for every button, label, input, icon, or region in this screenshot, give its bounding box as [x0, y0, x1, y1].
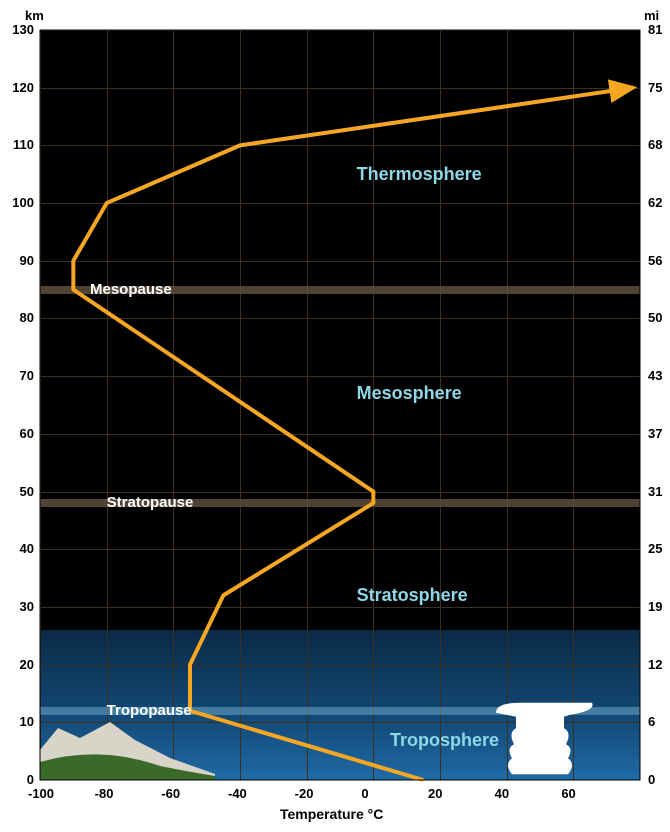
atmosphere-chart: km mi Temperature °C 0102030405060708090… [0, 0, 670, 832]
grid-h [40, 145, 640, 146]
y-right-tick: 0 [648, 772, 655, 787]
y-left-tick: 0 [27, 772, 34, 787]
grid-v [373, 30, 374, 780]
x-tick: 20 [428, 786, 442, 801]
y-right-tick: 81 [648, 22, 662, 37]
y-right-unit: mi [644, 8, 659, 23]
grid-v [573, 30, 574, 780]
y-left-tick: 60 [20, 426, 34, 441]
layer-label: Stratosphere [357, 585, 468, 606]
grid-h [40, 318, 640, 319]
x-tick: -40 [228, 786, 247, 801]
grid-h [40, 203, 640, 204]
grid-v [307, 30, 308, 780]
layer-label: Troposphere [390, 730, 499, 751]
x-tick: 0 [361, 786, 368, 801]
y-left-tick: 130 [12, 22, 34, 37]
y-left-tick: 100 [12, 195, 34, 210]
grid-h [40, 492, 640, 493]
grid-v [240, 30, 241, 780]
grid-h [40, 722, 640, 723]
grid-h [40, 30, 640, 31]
grid-h [40, 376, 640, 377]
grid-h [40, 607, 640, 608]
x-tick: -60 [161, 786, 180, 801]
grid-h [40, 88, 640, 89]
grid-h [40, 434, 640, 435]
grid-v [107, 30, 108, 780]
y-left-tick: 120 [12, 80, 34, 95]
y-left-tick: 10 [20, 714, 34, 729]
x-axis-title: Temperature °C [280, 806, 383, 822]
grid-v [507, 30, 508, 780]
pause-label: Tropopause [107, 702, 192, 719]
y-right-tick: 19 [648, 599, 662, 614]
y-right-tick: 25 [648, 541, 662, 556]
y-right-tick: 6 [648, 714, 655, 729]
y-left-tick: 30 [20, 599, 34, 614]
y-right-tick: 75 [648, 80, 662, 95]
y-right-tick: 12 [648, 657, 662, 672]
y-left-tick: 70 [20, 368, 34, 383]
x-tick: 60 [561, 786, 575, 801]
y-right-tick: 62 [648, 195, 662, 210]
y-left-tick: 80 [20, 310, 34, 325]
x-tick: -80 [95, 786, 114, 801]
grid-h [40, 549, 640, 550]
x-tick: -100 [28, 786, 54, 801]
layer-label: Thermosphere [357, 164, 482, 185]
y-left-tick: 40 [20, 541, 34, 556]
pause-label: Mesopause [90, 281, 172, 298]
grid-h [40, 665, 640, 666]
grid-h [40, 261, 640, 262]
y-left-tick: 90 [20, 253, 34, 268]
y-right-tick: 37 [648, 426, 662, 441]
x-tick: -20 [295, 786, 314, 801]
y-left-tick: 110 [13, 137, 34, 152]
y-left-tick: 20 [20, 657, 34, 672]
y-right-tick: 31 [648, 484, 662, 499]
pause-label: Stratopause [107, 494, 194, 511]
y-left-tick: 50 [20, 484, 34, 499]
y-right-tick: 50 [648, 310, 662, 325]
y-right-tick: 43 [648, 368, 662, 383]
x-tick: 40 [495, 786, 509, 801]
grid-v [440, 30, 441, 780]
y-right-tick: 56 [648, 253, 662, 268]
grid-v [173, 30, 174, 780]
grid-v [40, 30, 41, 780]
plot-area [40, 30, 640, 780]
layer-label: Mesosphere [357, 383, 462, 404]
y-left-unit: km [25, 8, 44, 23]
y-right-tick: 68 [648, 137, 662, 152]
